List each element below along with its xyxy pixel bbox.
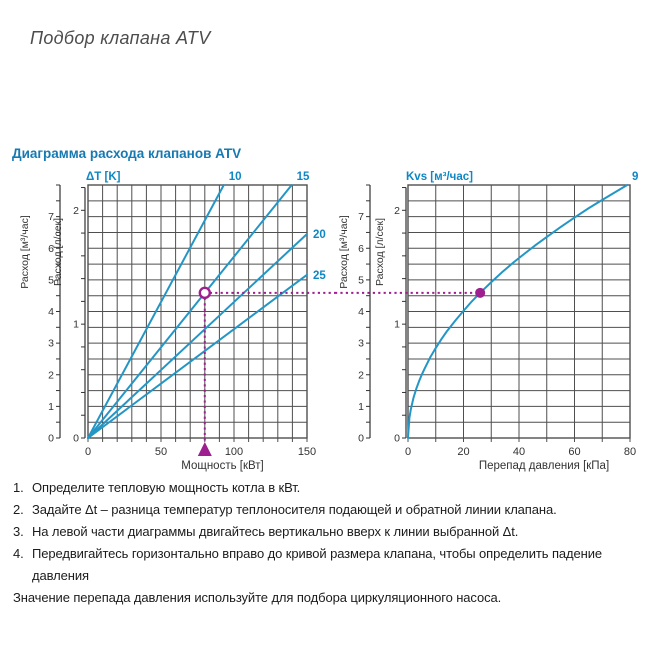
svg-text:100: 100 xyxy=(225,446,243,458)
svg-text:50: 50 xyxy=(155,446,167,458)
svg-text:150: 150 xyxy=(298,446,316,458)
svg-text:2: 2 xyxy=(48,369,54,381)
svg-text:40: 40 xyxy=(513,446,525,458)
svg-text:Мощность [кВт]: Мощность [кВт] xyxy=(181,460,264,472)
svg-text:2: 2 xyxy=(358,369,364,381)
instruction-note: Значение перепада давления используйте д… xyxy=(13,590,502,605)
svg-text:15: 15 xyxy=(297,171,310,183)
svg-text:0: 0 xyxy=(358,433,364,445)
instruction-item: 3. На левой части диаграммы двигайтесь в… xyxy=(13,521,638,543)
instruction-text: На левой части диаграммы двигайтесь верт… xyxy=(32,524,519,539)
svg-text:9: 9 xyxy=(632,171,638,183)
svg-text:7: 7 xyxy=(358,211,364,223)
instruction-text: Передвигайтесь горизонтально вправо до к… xyxy=(32,546,603,583)
page-title: Подбор клапана ATV xyxy=(30,28,211,48)
svg-text:Расход [л/сек]: Расход [л/сек] xyxy=(52,218,64,286)
instruction-item: 4. Передвигайтесь горизонтально вправо д… xyxy=(13,543,638,587)
svg-text:0: 0 xyxy=(85,446,91,458)
instruction-text: Определите тепловую мощность котла в кВт… xyxy=(32,480,301,495)
svg-text:5: 5 xyxy=(358,274,364,286)
instruction-text: Задайте Δt – разница температур теплонос… xyxy=(32,502,557,517)
instruction-item: 2. Задайте Δt – разница температур тепло… xyxy=(13,499,638,521)
svg-text:Перепад давления [кПа]: Перепад давления [кПа] xyxy=(479,460,609,472)
svg-text:80: 80 xyxy=(624,446,636,458)
svg-text:20: 20 xyxy=(457,446,469,458)
instruction-number: 3. xyxy=(13,524,24,539)
svg-text:0: 0 xyxy=(394,433,400,445)
svg-text:7: 7 xyxy=(48,211,54,223)
svg-text:1: 1 xyxy=(73,319,79,331)
svg-text:6: 6 xyxy=(48,243,54,255)
svg-text:1: 1 xyxy=(48,401,54,413)
svg-text:3: 3 xyxy=(358,338,364,350)
svg-text:0: 0 xyxy=(48,433,54,445)
svg-text:1: 1 xyxy=(358,401,364,413)
svg-text:4: 4 xyxy=(358,306,364,318)
svg-text:1: 1 xyxy=(394,319,400,331)
instruction-item: 1. Определите тепловую мощность котла в … xyxy=(13,477,638,499)
instruction-number: 2. xyxy=(13,502,24,517)
chart-section-heading: Диаграмма расхода клапанов ATV xyxy=(12,146,242,161)
svg-text:10: 10 xyxy=(229,171,242,183)
svg-text:Расход [м³/час]: Расход [м³/час] xyxy=(20,215,31,289)
svg-text:0: 0 xyxy=(405,446,411,458)
svg-text:3: 3 xyxy=(48,338,54,350)
svg-text:5: 5 xyxy=(48,274,54,286)
svg-text:ΔT [K]: ΔT [K] xyxy=(86,171,121,183)
svg-text:Расход [л/сек]: Расход [л/сек] xyxy=(374,218,386,286)
svg-text:Kvs [м³/час]: Kvs [м³/час] xyxy=(406,171,473,183)
instructions-list: 1. Определите тепловую мощность котла в … xyxy=(13,477,638,609)
svg-text:25: 25 xyxy=(313,270,326,282)
svg-text:60: 60 xyxy=(568,446,580,458)
svg-text:0: 0 xyxy=(73,433,79,445)
svg-text:20: 20 xyxy=(313,229,326,241)
instruction-number: 4. xyxy=(13,546,24,561)
svg-text:2: 2 xyxy=(394,205,400,217)
svg-text:6: 6 xyxy=(358,243,364,255)
svg-text:4: 4 xyxy=(48,306,54,318)
svg-text:2: 2 xyxy=(73,205,79,217)
instruction-number: 1. xyxy=(13,480,24,495)
svg-text:Расход [м³/час]: Расход [м³/час] xyxy=(338,215,350,289)
